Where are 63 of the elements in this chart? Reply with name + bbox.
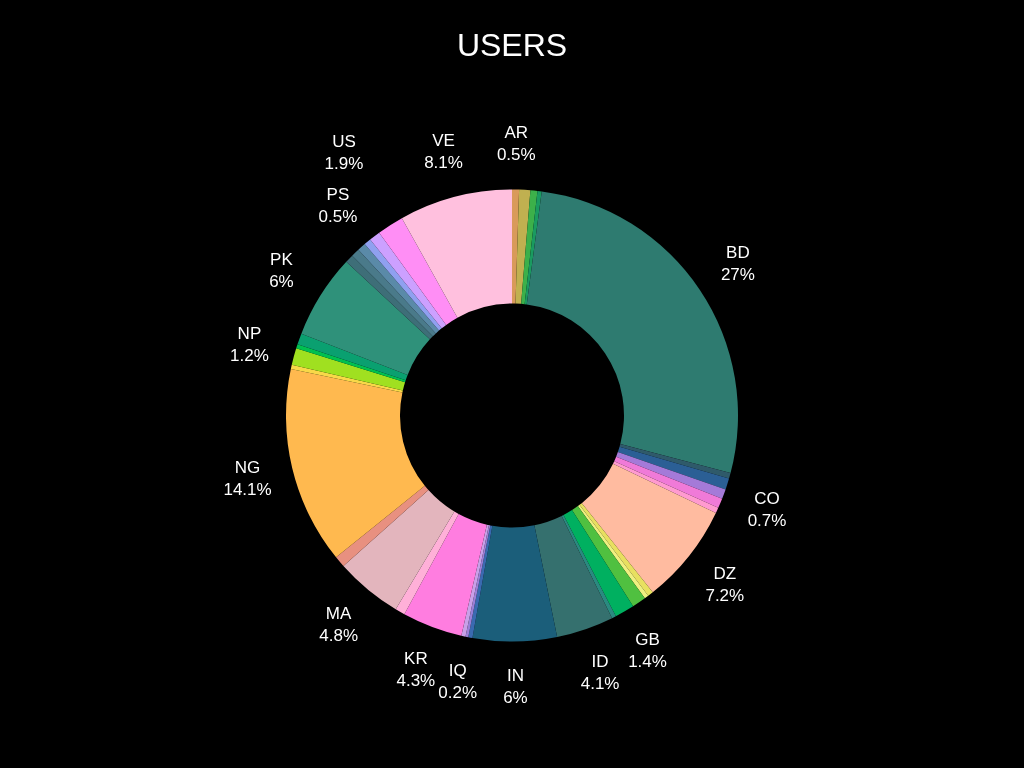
donut-slice: [286, 368, 425, 558]
data-label: 8.1%: [424, 153, 463, 173]
donut-slice: [297, 333, 408, 381]
donut-slice: [616, 452, 726, 499]
slice-label: DZ: [713, 563, 737, 583]
donut-slice: [352, 249, 436, 337]
slice-label: KR: [404, 648, 428, 668]
data-label: 1.9%: [324, 153, 364, 173]
data-label: 4.3%: [396, 670, 436, 690]
data-label: 0.7%: [747, 511, 787, 531]
donut-slice: [379, 218, 458, 325]
slice-label: GB: [635, 630, 660, 650]
donut-slice: [619, 444, 731, 479]
chart-title: USERS: [456, 27, 568, 63]
donut-slice: [364, 239, 442, 331]
donut-slice: [613, 461, 719, 514]
slice-label: IQ: [448, 661, 467, 681]
donut-slice: [515, 189, 531, 304]
slice-label: BD: [726, 243, 750, 263]
data-label: 0.2%: [438, 683, 478, 703]
data-label: 14.1%: [223, 480, 272, 499]
donut-slice: [614, 456, 723, 508]
donut-slice: [401, 189, 512, 318]
data-label: 4.8%: [319, 626, 358, 646]
data-label: 6%: [503, 688, 528, 708]
donut-slice: [521, 190, 538, 305]
donut-slice: [561, 514, 616, 619]
donut-slice: [512, 189, 520, 304]
data-label: 7.2%: [705, 585, 745, 605]
donut-slice: [336, 485, 429, 567]
donut-slice: [395, 511, 459, 615]
data-label: 1.4%: [628, 652, 667, 672]
data-label: 1.2%: [230, 345, 269, 365]
data-label: 4.1%: [580, 673, 620, 693]
slice-label: PK: [270, 250, 294, 270]
slice-label: US: [332, 131, 356, 151]
slice-label: NG: [234, 458, 261, 477]
donut-slice: [346, 255, 433, 340]
data-label: 6%: [269, 272, 294, 292]
slice-label: IN: [506, 666, 524, 686]
data-label: 0.5%: [496, 144, 536, 164]
data-label: 27%: [720, 265, 755, 285]
slice-label: NP: [237, 323, 262, 343]
data-label: 0.5%: [318, 207, 358, 227]
donut-slice: [617, 446, 730, 490]
slice-label: ID: [591, 651, 609, 671]
donut-slice: [358, 244, 439, 334]
donut-slice: [534, 515, 613, 637]
donut-slice: [524, 190, 542, 305]
donut-slice: [301, 261, 430, 375]
slice-label: MA: [325, 604, 353, 624]
donut-slice: [370, 232, 447, 329]
slice-label: VE: [432, 131, 455, 151]
donut-slice: [472, 525, 558, 642]
donut-slice: [572, 506, 645, 607]
donut-slice: [291, 348, 406, 391]
slice-label: AR: [504, 122, 529, 142]
donut-slice: [296, 344, 406, 383]
donut-slice: [404, 513, 487, 636]
slice-label: CO: [754, 489, 780, 509]
donut-slice: [563, 510, 634, 617]
donut-slice: [290, 364, 403, 393]
slice-label: PS: [326, 185, 350, 205]
